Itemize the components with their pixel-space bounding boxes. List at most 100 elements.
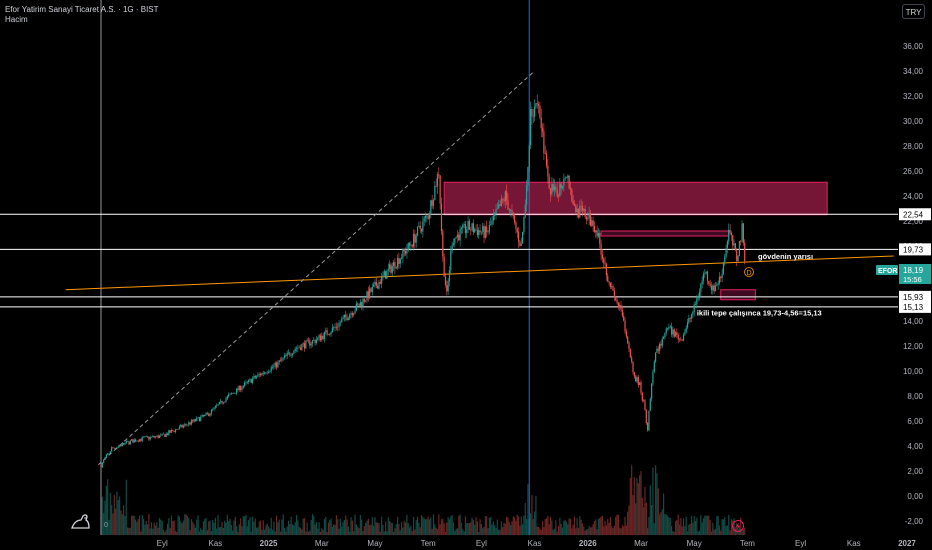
- volume-bar: [168, 518, 170, 535]
- volume-bar: [414, 529, 416, 535]
- volume-bar: [487, 528, 489, 535]
- volume-bar: [228, 521, 230, 535]
- volume-bar: [486, 516, 488, 535]
- candle-body: [665, 328, 667, 334]
- candle-body: [661, 338, 663, 346]
- volume-bar: [728, 514, 730, 535]
- candle-body: [357, 303, 359, 305]
- candle-body: [217, 404, 219, 406]
- candle-body: [470, 229, 472, 231]
- symbol-title[interactable]: Efor Yatirim Sanayi Ticaret A.S. · 1G · …: [5, 5, 159, 14]
- level-tag-2: [899, 290, 931, 303]
- volume-bar: [503, 522, 505, 535]
- volume-bar: [226, 514, 228, 535]
- candle-body: [498, 204, 500, 209]
- candle-body: [426, 215, 428, 217]
- volume-bar: [599, 517, 601, 535]
- volume-bar: [406, 514, 408, 535]
- candle-body: [738, 241, 740, 257]
- volume-bar: [177, 515, 179, 535]
- candle-body: [313, 339, 315, 341]
- volume-bar: [152, 528, 154, 535]
- candle-body: [609, 282, 611, 288]
- candle-body: [459, 229, 461, 241]
- candle-body: [373, 284, 375, 287]
- volume-bar: [564, 520, 566, 535]
- candle-body: [551, 184, 553, 195]
- volume-bar: [193, 524, 195, 535]
- candle-body: [619, 304, 621, 308]
- candle-body: [383, 271, 385, 276]
- candle-body: [349, 314, 351, 319]
- volume-bar: [212, 520, 214, 535]
- candle-body: [270, 367, 272, 372]
- candle-body: [119, 445, 121, 447]
- volume-bar: [298, 526, 300, 535]
- candle-body: [515, 222, 517, 230]
- volume-bar: [196, 519, 198, 535]
- volume-bar: [351, 520, 353, 535]
- time-axis[interactable]: Eyl Kas 2025 Mar May Tem Eyl Kas 2026 Mar May Tem Ey…: [104, 522, 916, 548]
- candle-body: [366, 291, 368, 301]
- volume-bar: [708, 515, 710, 535]
- candle-body: [733, 243, 735, 246]
- y-tick-label: 30,00: [903, 117, 924, 126]
- candle-body: [504, 191, 506, 202]
- volume-bar: [479, 519, 481, 535]
- candle-body: [479, 230, 481, 233]
- candle-body: [472, 223, 474, 233]
- candle-body: [734, 243, 737, 251]
- y-tick-label: -2,00: [905, 517, 924, 526]
- candle-body: [422, 221, 424, 232]
- volume-bar: [744, 527, 746, 535]
- volume-bar: [653, 523, 655, 535]
- candle-body: [438, 174, 440, 176]
- volume-bar: [349, 531, 351, 535]
- volume-bar: [128, 527, 130, 535]
- candle-body: [396, 258, 399, 268]
- candle-body: [662, 337, 665, 339]
- volume-bar: [390, 522, 392, 535]
- volume-indicator-label[interactable]: Hacim: [5, 15, 28, 24]
- currency-button[interactable]: TRY: [902, 4, 925, 19]
- volume-bar: [434, 524, 436, 535]
- candle-body: [620, 304, 622, 310]
- candle-body: [539, 105, 541, 118]
- tv-logo-icon[interactable]: [71, 514, 90, 529]
- candle-body: [673, 329, 675, 337]
- volume-bar: [250, 531, 252, 535]
- price-axis[interactable]: 36,00 34,00 32,00 30,00 28,00 26,00 24,00 22,00…: [903, 42, 924, 526]
- candle-body: [576, 208, 578, 213]
- candle-body: [502, 198, 504, 200]
- volume-bar: [583, 526, 585, 535]
- candle-body: [708, 281, 710, 284]
- candle-body: [305, 340, 307, 349]
- y-tick-label: 12,00: [903, 342, 924, 351]
- volume-bar: [488, 517, 490, 535]
- candle-body: [607, 275, 609, 282]
- volume-bar: [565, 521, 568, 535]
- volume-bar: [224, 520, 226, 535]
- candle-body: [141, 436, 143, 441]
- candle-body: [343, 314, 345, 318]
- y-tick-label: 6,00: [907, 417, 923, 426]
- candle-body: [682, 334, 685, 341]
- candle-body: [593, 226, 596, 233]
- candle-body: [252, 378, 254, 383]
- candle-body: [228, 394, 230, 397]
- lightning-icon[interactable]: [732, 520, 744, 532]
- candle-body: [334, 326, 336, 328]
- candle-body: [629, 349, 631, 358]
- volume-bar: [464, 516, 467, 535]
- candle-body: [557, 196, 560, 198]
- volume-bar: [605, 525, 607, 535]
- y-tick-label: 4,00: [907, 442, 923, 451]
- candle-body: [506, 191, 508, 201]
- volume-bar: [438, 514, 440, 535]
- candle-body: [310, 343, 312, 346]
- candle-body: [172, 430, 174, 431]
- volume-bar: [410, 525, 412, 535]
- candle-body: [278, 360, 280, 363]
- volume-bar: [721, 519, 723, 535]
